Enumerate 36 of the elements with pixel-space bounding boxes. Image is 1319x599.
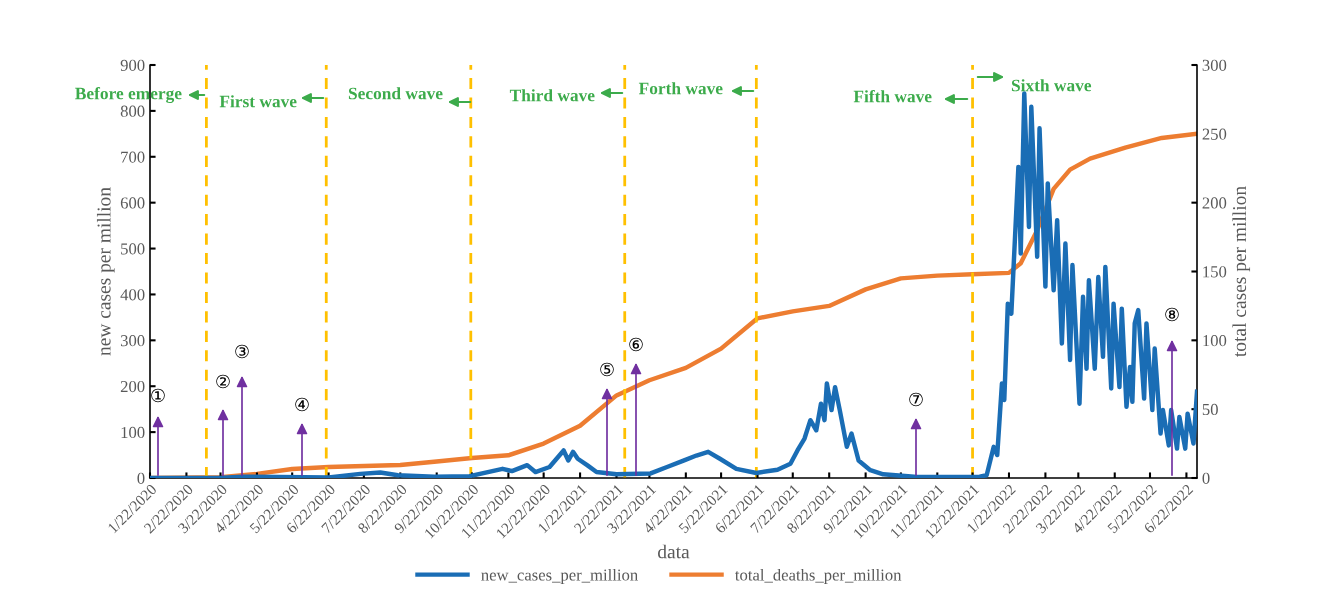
y-tick-label: 600 (120, 197, 145, 209)
legend-label: new_cases_per_million (481, 568, 638, 584)
y-axis-title: new cases per million (96, 187, 115, 356)
annotation: First wave (219, 95, 297, 108)
y2-tick-label: 100 (1203, 335, 1227, 347)
y2-tick-label: 300 (1202, 59, 1227, 71)
annotation: Third wave (509, 89, 595, 102)
y2-tick-label: 150 (1203, 266, 1227, 278)
annotation: ⑥ (629, 337, 643, 352)
y-tick-label: 500 (121, 243, 145, 255)
annotation: Sixth wave (1011, 79, 1092, 92)
y-tick-label: 200 (120, 380, 145, 393)
legend-label: total_deaths_per_million (735, 568, 902, 584)
y2-tick-label: 50 (1202, 403, 1218, 416)
y-tick-label: 100 (121, 426, 145, 439)
y-tick-label: 0 (137, 472, 145, 484)
annotation: ⑦ (909, 392, 923, 407)
y2-axis-title: total cases per million (1232, 186, 1251, 357)
annotation: ② (216, 374, 230, 389)
annotation: Fifth wave (853, 89, 932, 103)
annotation: ③ (235, 344, 249, 359)
y-tick-label: 300 (120, 335, 145, 347)
y-tick-label: 400 (120, 289, 145, 301)
annotation: ① (151, 388, 165, 403)
y2-tick-label: 0 (1202, 472, 1210, 484)
y-tick-label: 700 (121, 151, 145, 163)
annotation: ④ (295, 397, 309, 412)
x-axis-title: data (658, 544, 690, 559)
y2-tick-label: 200 (1202, 197, 1227, 209)
y2-tick-label: 250 (1202, 128, 1227, 140)
annotation: ⑤ (600, 362, 614, 377)
y-tick-label: 800 (120, 105, 145, 117)
annotation: Forth wave (638, 82, 723, 95)
annotation: ⑧ (1165, 307, 1179, 322)
y-tick-label: 900 (120, 59, 145, 71)
annotation: Second wave (348, 87, 443, 100)
